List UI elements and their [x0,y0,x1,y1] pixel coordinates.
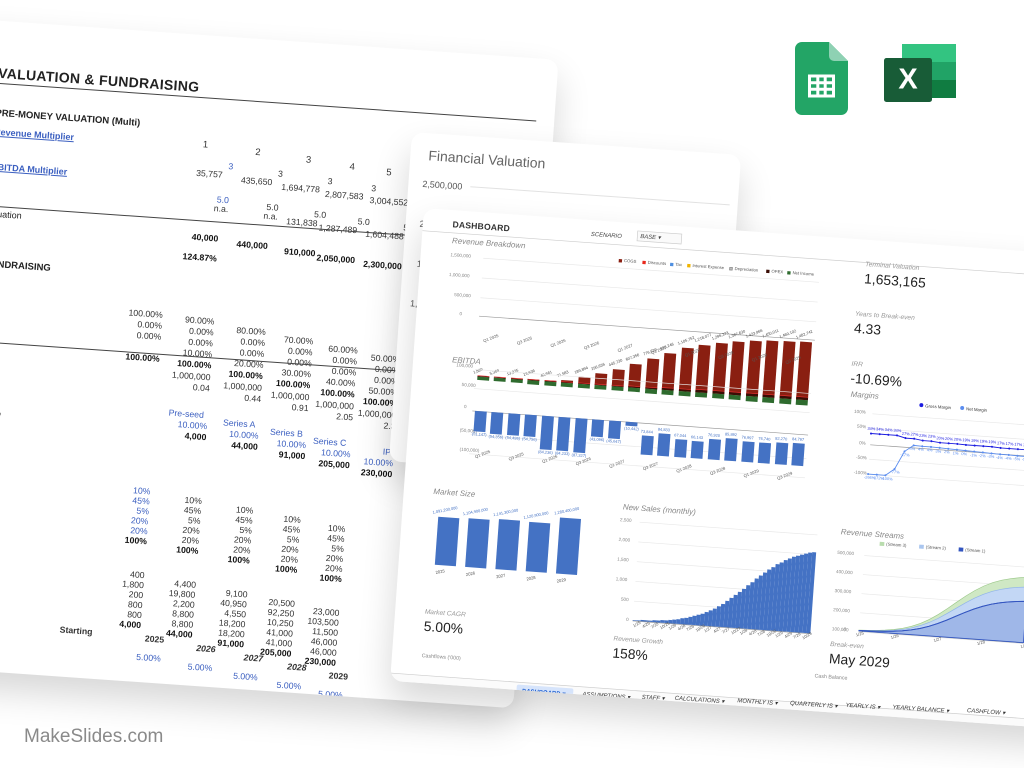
svg-text:X: X [898,64,918,96]
